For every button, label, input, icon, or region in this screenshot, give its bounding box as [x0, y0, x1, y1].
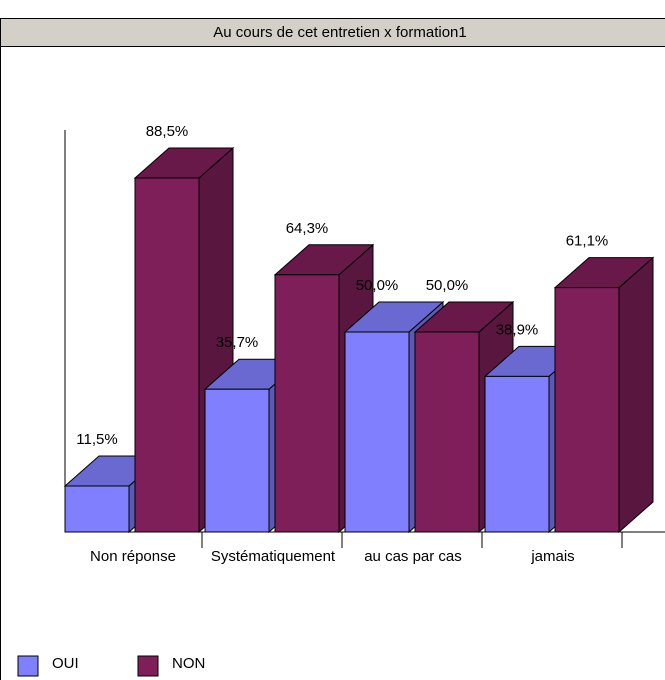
bar-side — [618, 256, 654, 534]
value-label: 11,5% — [76, 431, 117, 448]
bar — [204, 388, 270, 533]
value-label: 61,1% — [566, 233, 609, 250]
x-tick-label: Systématiquement — [211, 548, 336, 565]
bar — [414, 331, 480, 533]
x-tick-label: jamais — [530, 548, 574, 565]
legend-label: NON — [172, 655, 205, 672]
value-label: 64,3% — [286, 220, 329, 237]
value-label: 38,9% — [496, 321, 539, 338]
value-label: 50,0% — [356, 277, 399, 294]
legend-swatch — [137, 655, 159, 677]
bar — [484, 375, 550, 533]
bar — [344, 331, 410, 533]
bar — [554, 287, 620, 533]
bar — [274, 274, 340, 533]
legend-label: OUI — [52, 655, 79, 672]
x-tick-label: au cas par cas — [364, 548, 462, 565]
bar — [64, 485, 130, 533]
value-label: 50,0% — [426, 277, 469, 294]
value-label: 35,7% — [216, 334, 259, 351]
bar — [134, 177, 200, 533]
title-bar — [0, 18, 665, 47]
legend-swatch — [17, 655, 39, 677]
chart-title: Au cours de cet entretien x formation1 — [213, 24, 466, 41]
x-tick-label: Non réponse — [90, 548, 176, 565]
value-label: 88,5% — [146, 123, 189, 140]
